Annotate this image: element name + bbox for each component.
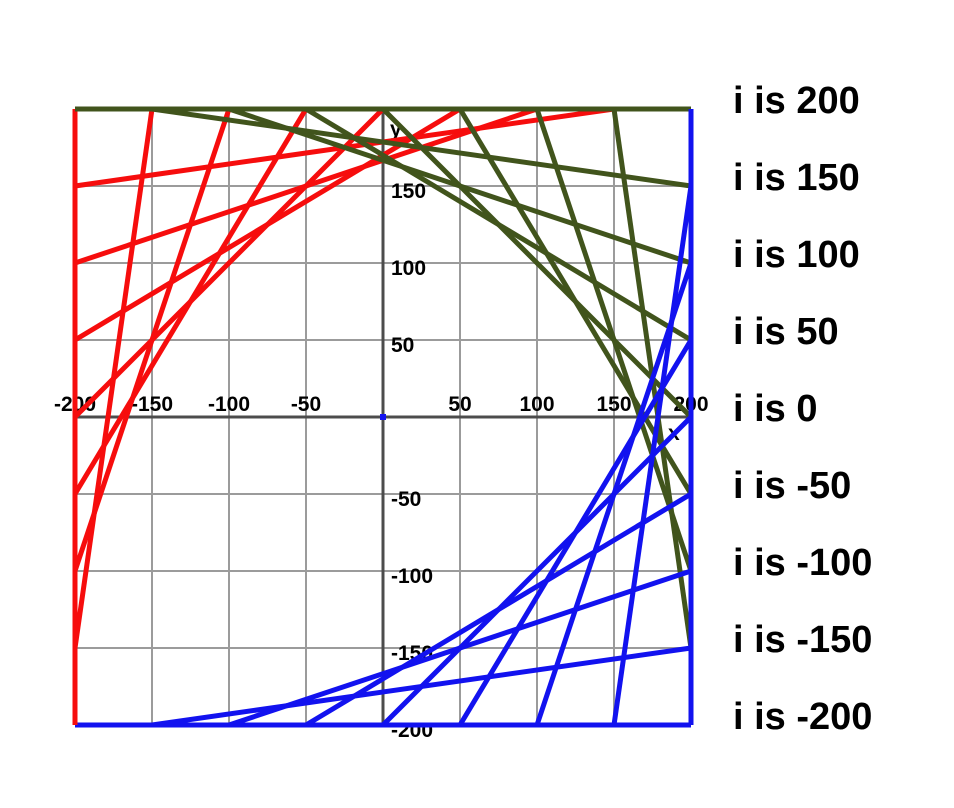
y-tick-label: -100 <box>391 565 433 588</box>
x-tick-label: -50 <box>291 393 321 416</box>
loop-output-label: i is -50 <box>733 465 851 507</box>
art-line-green <box>228 106 692 266</box>
loop-output-label: i is 0 <box>733 388 818 430</box>
y-tick-label: -50 <box>391 488 421 511</box>
y-tick-label: 100 <box>391 257 426 280</box>
x-tick-label: 100 <box>519 393 554 416</box>
loop-output-label: i is -200 <box>733 696 872 738</box>
x-tick-label: 50 <box>448 393 471 416</box>
loop-output-label: i is 100 <box>733 234 860 276</box>
y-tick-label: 50 <box>391 334 414 357</box>
art-line-green <box>381 107 693 419</box>
art-line-red <box>72 108 232 572</box>
x-tick-label: 150 <box>596 393 631 416</box>
art-line-red <box>72 107 309 496</box>
art-line-green <box>151 106 692 189</box>
loop-output-label: i is 150 <box>733 157 860 199</box>
art-line-red <box>73 107 385 419</box>
origin-point <box>380 414 386 420</box>
loop-output-label: i is 200 <box>733 80 860 122</box>
y-tick-label: -200 <box>391 719 433 742</box>
art-line-blue <box>457 338 694 727</box>
art-line-blue <box>534 262 694 726</box>
loop-output-label: i is 50 <box>733 311 839 353</box>
art-line-green <box>304 106 693 343</box>
art-line-blue <box>611 185 694 726</box>
art-line-blue <box>381 415 693 727</box>
art-line-red <box>72 108 155 649</box>
loop-output-label: i is -150 <box>733 619 872 661</box>
x-tick-label: -150 <box>131 393 173 416</box>
loop-output-label: i is -100 <box>733 542 872 584</box>
y-tick-label: 150 <box>391 180 426 203</box>
x-tick-label: -100 <box>208 393 250 416</box>
